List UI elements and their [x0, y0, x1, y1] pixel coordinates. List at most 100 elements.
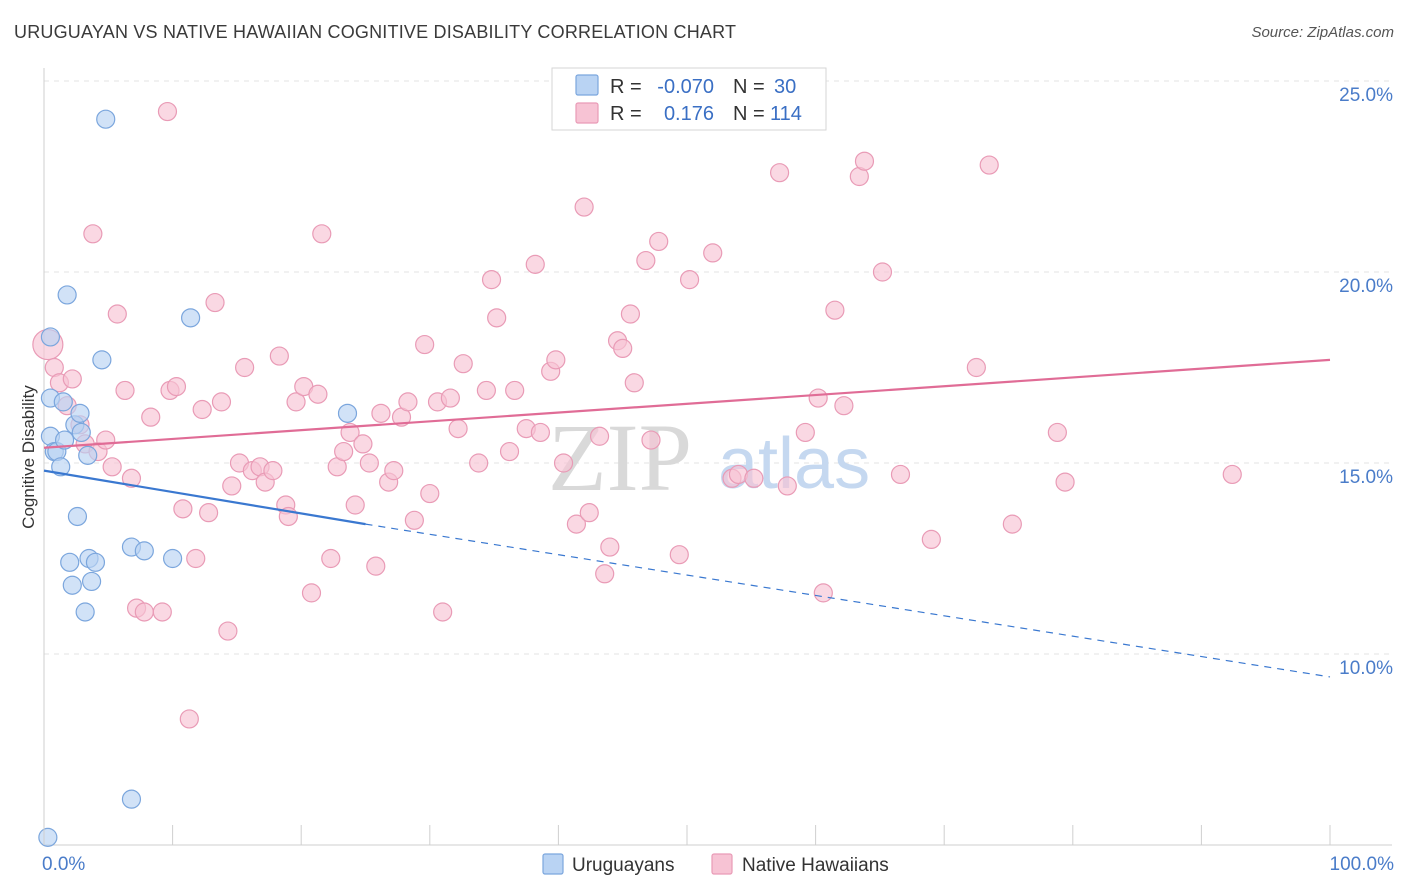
y-tick-label-10: 10.0%	[1339, 658, 1393, 679]
native-hawaiian-point	[398, 392, 418, 412]
legend-n-label-1: N =	[733, 76, 765, 98]
native-hawaiian-point	[595, 564, 615, 584]
native-hawaiian-point	[530, 422, 550, 443]
native-hawaiian-point	[359, 453, 379, 473]
uruguayan-point	[70, 403, 90, 423]
uruguayan-point	[75, 602, 95, 622]
native-hawaiian-point	[566, 514, 587, 534]
y-tick-label-15: 15.0%	[1339, 467, 1393, 488]
native-hawaiian-point	[795, 422, 815, 443]
native-hawaiian-point	[553, 453, 574, 473]
uruguayan-point	[78, 445, 98, 465]
y-axis-title: Cognitive Disability	[19, 385, 38, 529]
bottom-legend-swatch-uruguayans	[542, 853, 564, 875]
native-hawaiian-point	[448, 419, 468, 439]
native-hawaiian-point	[205, 292, 225, 313]
axis-layer	[43, 68, 1392, 846]
native-hawaiian-point	[179, 709, 199, 729]
native-hawaiian-point	[872, 262, 893, 282]
native-hawaiian-point	[107, 304, 127, 324]
uruguayan-point	[67, 506, 88, 527]
native-hawaiian-point	[546, 350, 566, 370]
native-hawaiian-point	[222, 476, 242, 496]
native-hawaiian-point	[979, 155, 999, 175]
native-hawaiian-point	[525, 254, 545, 274]
uruguayan-point	[81, 571, 102, 592]
legend-r-label-2: R =	[610, 103, 642, 125]
x-tick-label-0: 0.0%	[42, 854, 85, 875]
native-hawaiian-point	[966, 357, 986, 378]
native-hawaiian-point	[469, 453, 489, 473]
native-hawaiian-point	[636, 250, 656, 271]
native-hawaiian-point	[1047, 422, 1067, 443]
uruguayan-point	[337, 403, 358, 423]
native-hawaiian-point	[141, 407, 161, 427]
uruguayan-point	[57, 285, 77, 305]
native-hawaiian-point	[345, 495, 365, 515]
native-hawaiian-point	[624, 373, 644, 393]
native-hawaiian-point	[134, 602, 154, 622]
native-hawaiian-point	[703, 243, 723, 263]
native-hawaiian-point	[777, 476, 797, 496]
chart-title: URUGUAYAN VS NATIVE HAWAIIAN COGNITIVE D…	[14, 22, 737, 42]
uruguayan-trend-extension	[365, 523, 1331, 678]
native-hawaiian-point	[453, 354, 473, 374]
native-hawaiian-point	[192, 399, 212, 420]
native-hawaiian-point	[286, 392, 306, 412]
legend-swatch-blue	[575, 74, 599, 96]
legend-n-value-2: 114	[770, 103, 802, 125]
uruguayan-point	[181, 308, 201, 328]
uruguayan-point	[51, 457, 71, 477]
native-hawaiian-point	[769, 163, 790, 183]
native-hawaiian-point	[921, 529, 941, 550]
native-hawaiian-point	[96, 430, 116, 450]
uruguayan-point	[71, 422, 91, 443]
legend-r-value-1: -0.070	[657, 76, 714, 98]
legend-n-value-1: 30	[774, 76, 796, 98]
uruguayan-point	[54, 430, 75, 450]
native-hawaiian-point	[263, 461, 283, 481]
native-hawaiian-point	[384, 461, 404, 481]
points-layer	[32, 101, 1242, 847]
native-hawaiian-point	[211, 392, 232, 412]
native-hawaiian-point	[62, 369, 82, 389]
native-hawaiian-point	[620, 304, 641, 324]
ticks-layer: 10.0% 15.0% 20.0% 25.0%	[43, 85, 1393, 845]
native-hawaiian-point	[834, 396, 854, 416]
native-hawaiian-point	[218, 621, 238, 641]
y-tick-label-25: 25.0%	[1339, 85, 1393, 106]
native-hawaiian-point	[121, 468, 142, 488]
native-hawaiian-point	[115, 380, 135, 401]
legend-r-value-2: 0.176	[664, 103, 714, 125]
series-legend: Uruguayans Native Hawaiians	[542, 853, 889, 876]
native-hawaiian-point	[102, 457, 122, 477]
native-hawaiian-point	[1055, 472, 1075, 492]
uruguayan-point	[60, 552, 80, 572]
native-hawaiian-point	[404, 510, 424, 530]
native-hawaiian-point	[744, 468, 764, 488]
native-hawaiian-point	[1222, 464, 1242, 485]
uruguayan-point	[96, 109, 116, 129]
native-hawaiian-point	[420, 483, 440, 504]
native-hawaiian-point	[415, 334, 435, 355]
bottom-legend-label-native-hawaiians: Native Hawaiians	[742, 855, 889, 876]
native-hawaiian-point	[83, 224, 103, 244]
uruguayan-point	[134, 541, 154, 561]
native-hawaiian-point	[613, 338, 633, 358]
native-hawaiian-point	[235, 357, 255, 378]
uruguayan-trend-line	[43, 469, 366, 526]
uruguayan-point	[40, 327, 61, 347]
native-hawaiian-point	[476, 380, 496, 401]
native-hawaiian-point	[433, 602, 453, 622]
trend-layer	[43, 358, 1331, 678]
legend-swatch-pink	[575, 102, 599, 124]
native-hawaiian-point	[1002, 514, 1022, 534]
uruguayan-point	[92, 350, 112, 370]
native-hawaiian-point	[440, 388, 460, 408]
native-hawaiian-point	[600, 537, 620, 557]
bottom-legend-swatch-native-hawaiians	[711, 853, 733, 875]
uruguayan-point	[38, 827, 58, 847]
chart-source: Source: ZipAtlas.com	[1251, 24, 1394, 41]
native-hawaiian-point	[186, 548, 206, 569]
native-hawaiian-point	[166, 377, 187, 397]
